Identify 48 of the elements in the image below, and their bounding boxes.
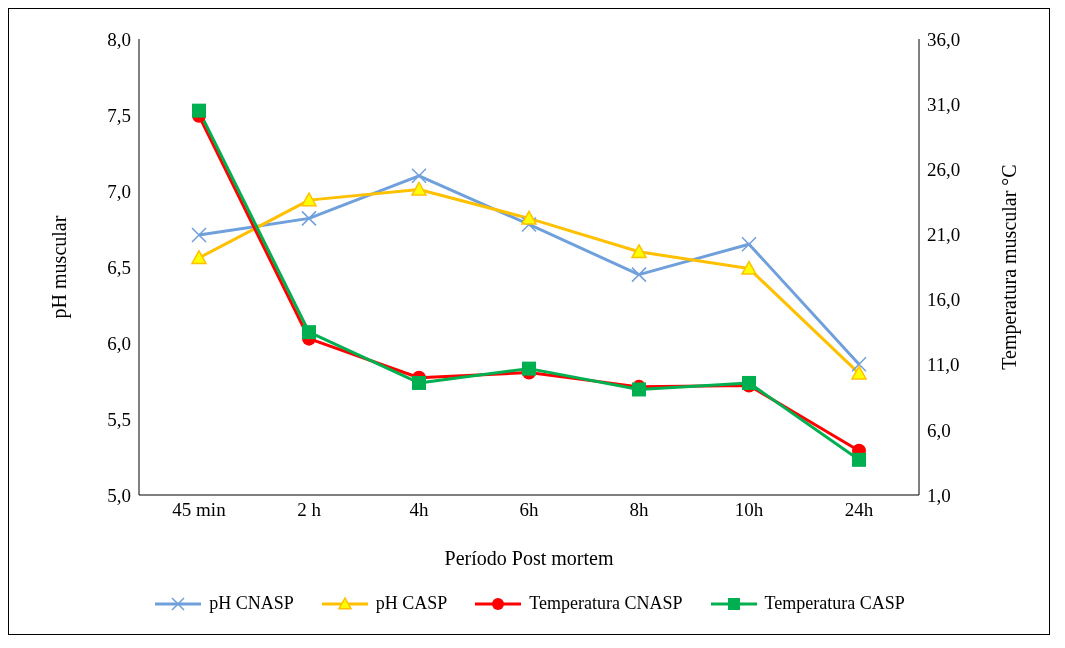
y2-tick-label: 26,0 — [927, 159, 961, 181]
y2-tick-label: 36,0 — [927, 28, 961, 50]
x-tick-label: 2 h — [297, 499, 322, 521]
point — [301, 210, 317, 227]
y2-tick-label: 21,0 — [927, 224, 961, 246]
point — [192, 103, 206, 118]
point — [191, 227, 207, 243]
point — [851, 356, 867, 373]
point — [631, 266, 647, 283]
y-tick-label: 8,0 — [107, 28, 131, 50]
y2-tick-label: 16,0 — [927, 289, 961, 311]
point — [411, 168, 427, 184]
legend-label: pH CNASP — [209, 593, 294, 614]
x-axis-title: Período Post mortem — [444, 547, 614, 569]
point — [631, 244, 647, 259]
point — [302, 325, 316, 340]
point — [301, 192, 317, 207]
y-tick-label: 7,5 — [107, 104, 131, 126]
point — [191, 250, 207, 265]
y-tick-label: 5,0 — [107, 484, 131, 506]
point — [522, 361, 536, 376]
point — [851, 365, 867, 380]
x-tick-label: 4h — [409, 499, 429, 521]
y-tick-label: 7,0 — [107, 180, 131, 202]
x-tick-label: 6h — [519, 499, 539, 521]
x-tick-label: 45 min — [172, 499, 227, 521]
x-tick-label: 10h — [734, 499, 764, 521]
y-axis-title: pH muscular — [48, 215, 72, 319]
point — [521, 216, 537, 233]
x-tick-label: 8h — [629, 499, 649, 521]
legend-label: Temperatura CASP — [764, 593, 905, 614]
y2-tick-label: 6,0 — [927, 419, 951, 441]
point — [741, 236, 757, 252]
y2-tick-label: 11,0 — [927, 354, 960, 376]
point — [852, 452, 866, 467]
legend-label: pH CASP — [375, 593, 448, 614]
point — [411, 181, 427, 196]
point — [741, 260, 757, 275]
y2-tick-label: 31,0 — [927, 93, 961, 115]
y-tick-label: 5,5 — [107, 408, 131, 430]
y-tick-label: 6,5 — [107, 256, 131, 278]
y2-tick-label: 1,0 — [927, 484, 951, 506]
point — [521, 210, 537, 225]
legend-label: Temperatura CNASP — [529, 593, 683, 614]
y-tick-label: 6,0 — [107, 332, 131, 354]
x-tick-label: 24h — [844, 499, 874, 521]
y2-axis-title: Temperatura muscular °C — [998, 164, 1022, 370]
point — [412, 375, 426, 390]
